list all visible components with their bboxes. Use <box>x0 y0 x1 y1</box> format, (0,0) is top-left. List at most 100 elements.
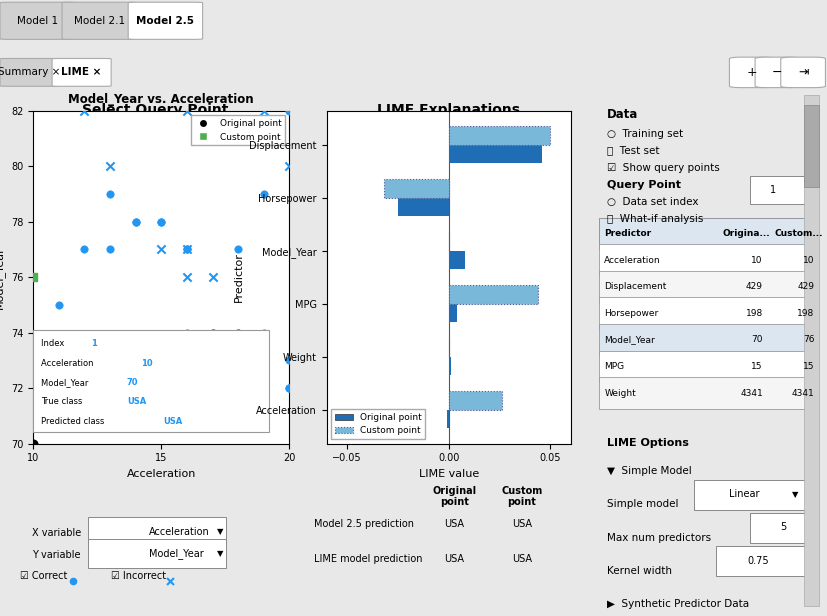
FancyBboxPatch shape <box>781 57 825 87</box>
Point <box>180 328 194 338</box>
Point <box>206 383 219 393</box>
Text: USA: USA <box>512 519 532 530</box>
Point <box>155 217 168 227</box>
Point <box>129 217 142 227</box>
Text: ⇥: ⇥ <box>798 66 808 79</box>
Text: Y variable: Y variable <box>31 550 80 560</box>
Text: 198: 198 <box>797 309 815 318</box>
Text: X variable: X variable <box>31 528 81 538</box>
Point <box>257 106 270 116</box>
Text: 10: 10 <box>803 256 815 265</box>
Text: Acceleration: Acceleration <box>41 359 98 368</box>
Text: USA: USA <box>163 417 182 426</box>
Text: Custom...: Custom... <box>774 229 823 238</box>
Point <box>103 161 117 171</box>
Text: Linear: Linear <box>729 489 760 499</box>
Point <box>232 328 245 338</box>
Text: ▼: ▼ <box>792 490 798 499</box>
Text: ○  Data set index: ○ Data set index <box>606 197 698 207</box>
FancyBboxPatch shape <box>52 59 111 86</box>
Text: True class: True class <box>41 397 88 407</box>
Bar <box>448 357 451 375</box>
Text: 1: 1 <box>91 339 97 348</box>
Text: Model 2.5: Model 2.5 <box>136 16 194 26</box>
Text: Kernel width: Kernel width <box>606 566 672 576</box>
Point <box>78 106 91 116</box>
Point <box>206 383 219 393</box>
Text: 429: 429 <box>797 282 815 291</box>
Legend: Original point, Custom point: Original point, Custom point <box>191 115 285 145</box>
X-axis label: Acceleration: Acceleration <box>127 469 196 479</box>
Text: ⦿  Test set: ⦿ Test set <box>606 145 659 156</box>
Text: LIME Options: LIME Options <box>606 438 689 448</box>
FancyBboxPatch shape <box>694 480 810 509</box>
Point <box>257 189 270 199</box>
FancyBboxPatch shape <box>749 176 810 204</box>
Point <box>232 328 245 338</box>
Point <box>283 161 296 171</box>
Y-axis label: Predictor: Predictor <box>234 253 244 302</box>
Text: Horsepower: Horsepower <box>605 309 658 318</box>
Point <box>180 272 194 282</box>
X-axis label: LIME value: LIME value <box>418 469 479 479</box>
Text: Displacement: Displacement <box>605 282 667 291</box>
Point <box>103 189 117 199</box>
Text: 198: 198 <box>746 309 762 318</box>
Point <box>735 139 748 148</box>
Text: Predicted class: Predicted class <box>41 417 109 426</box>
Text: 0.75: 0.75 <box>748 556 769 565</box>
Text: 429: 429 <box>746 282 762 291</box>
Text: LIME ×: LIME × <box>61 67 102 78</box>
Text: ▼: ▼ <box>217 549 223 558</box>
Text: 1: 1 <box>770 185 776 195</box>
Text: 10: 10 <box>141 359 153 368</box>
FancyBboxPatch shape <box>0 2 74 39</box>
Point <box>180 245 194 254</box>
FancyBboxPatch shape <box>729 57 774 87</box>
Text: Original
point: Original point <box>433 485 476 508</box>
Text: Summary ×: Summary × <box>0 67 60 78</box>
Text: USA: USA <box>445 519 465 530</box>
Point <box>155 245 168 254</box>
Text: 4341: 4341 <box>740 389 762 397</box>
Text: ○ Table: ○ Table <box>121 121 160 131</box>
Point <box>232 245 245 254</box>
Text: +: + <box>747 66 757 79</box>
Bar <box>447 410 448 428</box>
FancyBboxPatch shape <box>599 377 815 409</box>
Point <box>180 106 194 116</box>
Point <box>155 217 168 227</box>
Point <box>78 245 91 254</box>
Bar <box>448 304 457 322</box>
Text: 15: 15 <box>803 362 815 371</box>
FancyBboxPatch shape <box>599 245 815 276</box>
Text: ○ Table: ○ Table <box>437 121 477 131</box>
Point <box>283 355 296 365</box>
Title: Model_Year vs. Acceleration: Model_Year vs. Acceleration <box>69 92 254 105</box>
Point <box>129 217 142 227</box>
FancyBboxPatch shape <box>128 2 203 39</box>
Text: Select Query Point: Select Query Point <box>82 103 228 116</box>
FancyBboxPatch shape <box>88 539 226 569</box>
FancyBboxPatch shape <box>599 217 815 249</box>
Text: Acceleration: Acceleration <box>149 527 210 537</box>
Text: MPG: MPG <box>605 362 624 371</box>
Text: LIME model prediction: LIME model prediction <box>313 554 422 564</box>
FancyBboxPatch shape <box>749 513 810 543</box>
Point <box>283 106 296 116</box>
Text: 70: 70 <box>127 378 138 387</box>
FancyBboxPatch shape <box>804 95 819 606</box>
Point <box>283 383 296 393</box>
Point <box>26 272 40 282</box>
Text: Acceleration: Acceleration <box>605 256 661 265</box>
Text: 5: 5 <box>780 522 786 532</box>
Text: ○  Training set: ○ Training set <box>606 129 683 139</box>
Text: ⦿ Plot: ⦿ Plot <box>375 121 404 131</box>
Point <box>52 300 65 310</box>
Text: USA: USA <box>127 397 146 407</box>
Text: Index: Index <box>41 339 69 348</box>
Bar <box>384 179 448 198</box>
Text: Model_Year: Model_Year <box>41 378 93 387</box>
FancyBboxPatch shape <box>33 330 269 432</box>
Text: 70: 70 <box>752 335 762 344</box>
